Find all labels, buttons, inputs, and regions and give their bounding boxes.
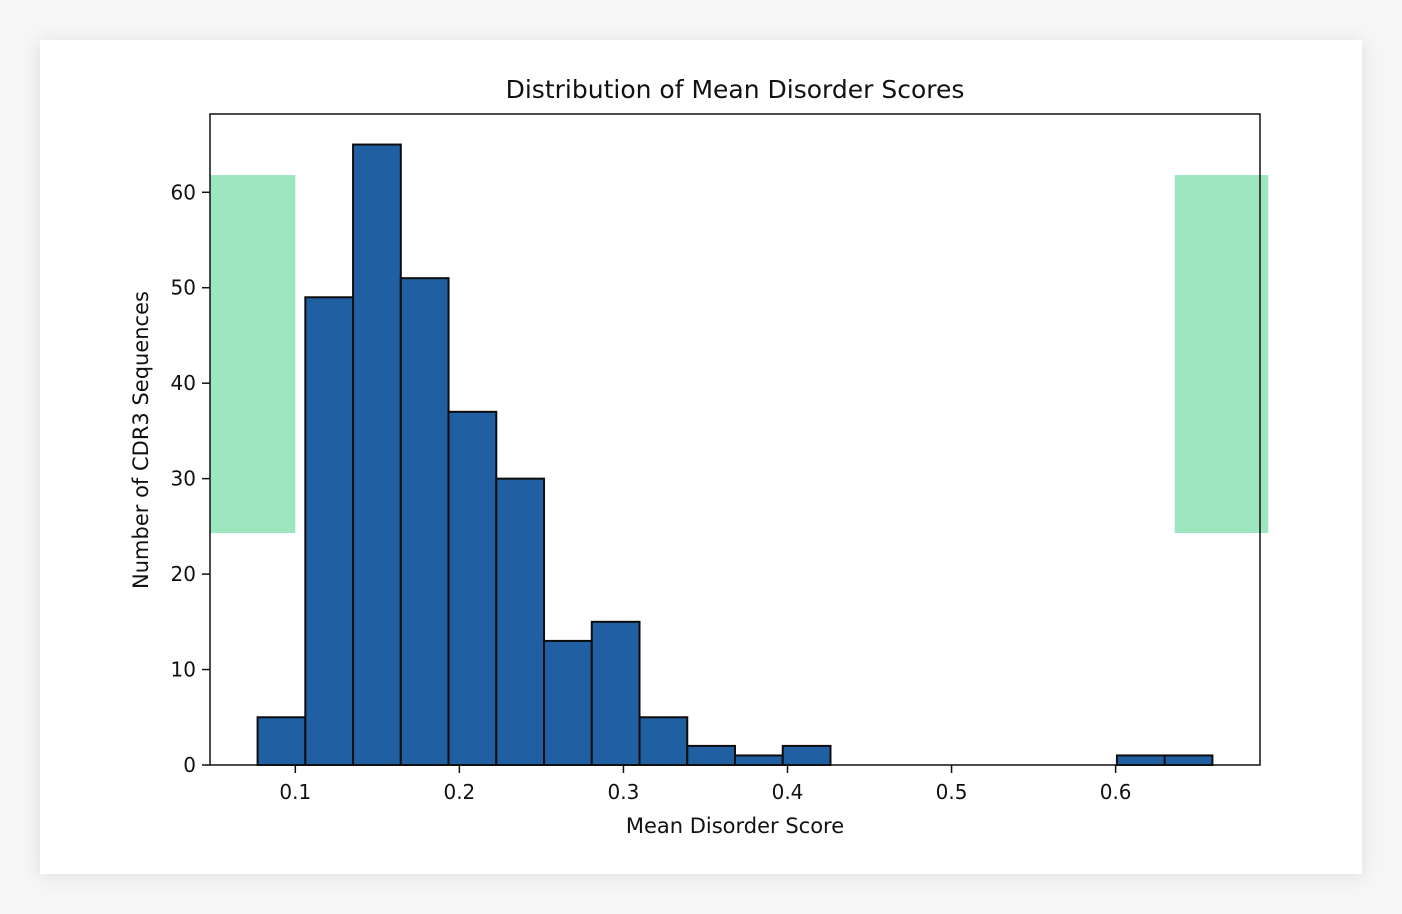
histogram-bar — [543, 639, 593, 767]
x-tick-label: 0.1 — [279, 780, 311, 804]
y-tick-label: 40 — [171, 371, 196, 395]
x-tick-label: 0.4 — [772, 780, 804, 804]
histogram-bar — [686, 744, 736, 767]
histogram-bar — [352, 143, 402, 766]
x-axis-label: Mean Disorder Score — [626, 814, 844, 838]
plot-frame — [209, 113, 1261, 766]
y-tick-label: 30 — [171, 467, 196, 491]
histogram-bar — [1115, 754, 1166, 766]
histogram-bar — [495, 477, 546, 766]
x-tick-label: 0.3 — [608, 780, 640, 804]
chart-card: Distribution of Mean Disorder Scores 0.1… — [40, 40, 1362, 874]
x-axis-ticks: 0.1 0.2 0.3 0.4 0.5 0.6 — [279, 765, 1132, 804]
y-tick-label: 10 — [171, 658, 196, 682]
chart-title: Distribution of Mean Disorder Scores — [506, 75, 965, 104]
y-tick-label: 50 — [171, 276, 196, 300]
y-axis-ticks: 0 10 20 30 40 50 60 — [171, 180, 210, 777]
histogram-bar — [781, 744, 832, 767]
histogram-bar — [447, 410, 498, 766]
histogram-bar — [399, 277, 450, 766]
histogram-bar — [256, 716, 307, 766]
x-tick-label: 0.5 — [936, 780, 968, 804]
bars-layer — [256, 143, 1214, 767]
y-tick-label: 20 — [171, 562, 196, 586]
histogram-chart: Distribution of Mean Disorder Scores 0.1… — [129, 75, 1269, 838]
highlight-overlay — [1174, 175, 1269, 534]
histogram-bar — [304, 296, 355, 766]
x-tick-label: 0.6 — [1100, 780, 1132, 804]
histogram-bar — [590, 620, 641, 766]
y-tick-label: 60 — [171, 180, 196, 204]
histogram-bar — [734, 754, 784, 766]
y-axis-label: Number of CDR3 Sequences — [129, 291, 153, 589]
highlight-overlay — [210, 175, 296, 534]
histogram-bar — [1163, 754, 1214, 766]
overlay-layer — [210, 175, 1269, 534]
y-tick-label: 0 — [183, 753, 196, 777]
histogram-bar — [638, 716, 689, 766]
x-tick-label: 0.2 — [443, 780, 475, 804]
